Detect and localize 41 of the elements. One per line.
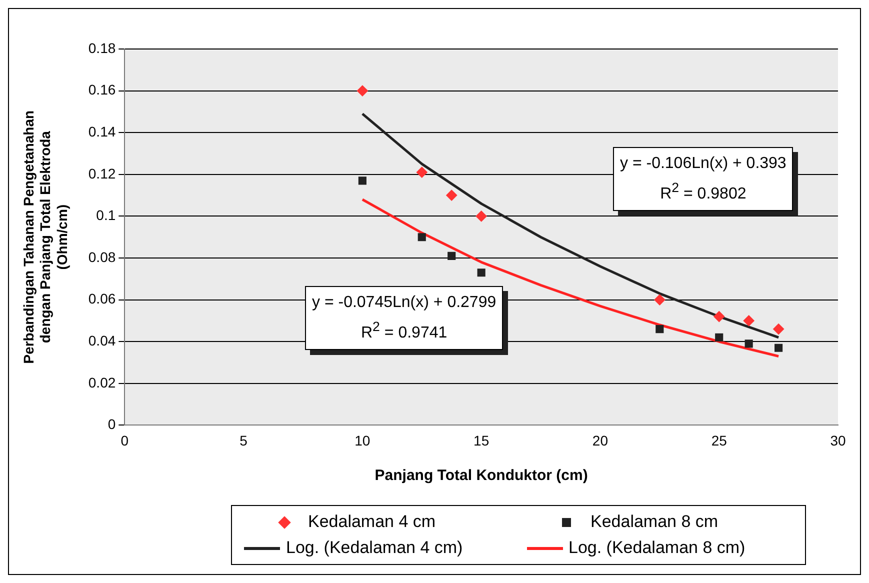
y-tick-label: 0.16 (88, 82, 116, 98)
y-tick-label: 0 (108, 416, 116, 432)
x-tick-label: 5 (240, 432, 248, 448)
point (356, 85, 368, 96)
annotation: y = -0.0745Ln(x) + 0.2799 R$^{2}$ = 0.9741 (305, 286, 504, 350)
point (358, 176, 366, 185)
point (773, 324, 784, 335)
point (774, 344, 783, 352)
legend-label: Kedalaman 8 cm (590, 512, 720, 532)
x-tick-label: 0 (120, 432, 129, 448)
y-axis-title: Perbandingan Tahanan Pengetanahan dengan Panjang Total Elektroda (Ohm/cm) (20, 110, 70, 364)
x-tick-label: 15 (474, 432, 490, 448)
legend-label: Log. (Kedalaman 8 cm) (568, 538, 746, 558)
y-tick-label: 0.02 (88, 374, 116, 390)
x-tick-label: 30 (830, 432, 846, 448)
point (477, 268, 486, 277)
y-tick-label: 0.04 (88, 332, 116, 348)
point (654, 294, 666, 306)
point (744, 340, 753, 348)
point (446, 190, 458, 201)
x-tick-label: 20 (592, 432, 608, 448)
x-tick-label: 25 (711, 432, 728, 448)
legend-label: Log. (Kedalaman 4 cm) (285, 538, 464, 558)
y-tick-label: 0.12 (88, 165, 116, 182)
x-tick-label: 10 (354, 432, 370, 448)
point (476, 210, 487, 222)
y-tick-label: 0.1 (96, 207, 116, 224)
y-tick-label: 0.18 (88, 40, 116, 56)
point (714, 311, 725, 322)
point (418, 233, 426, 242)
point (715, 333, 724, 342)
y-tick-label: 0.06 (88, 290, 116, 307)
point (743, 315, 754, 326)
legend-label: Kedalaman 4 cm (307, 512, 437, 532)
annotation: y = -0.106Ln(x) + 0.393 R$^{2}$ = 0.9802 (613, 147, 794, 212)
x-axis-title: Panjang Total Konduktor (cm) (374, 467, 588, 484)
y-tick-label: 0.14 (88, 123, 116, 140)
y-tick-label: 0.08 (88, 248, 116, 265)
point (448, 252, 456, 260)
point (656, 325, 664, 334)
point (416, 166, 428, 178)
